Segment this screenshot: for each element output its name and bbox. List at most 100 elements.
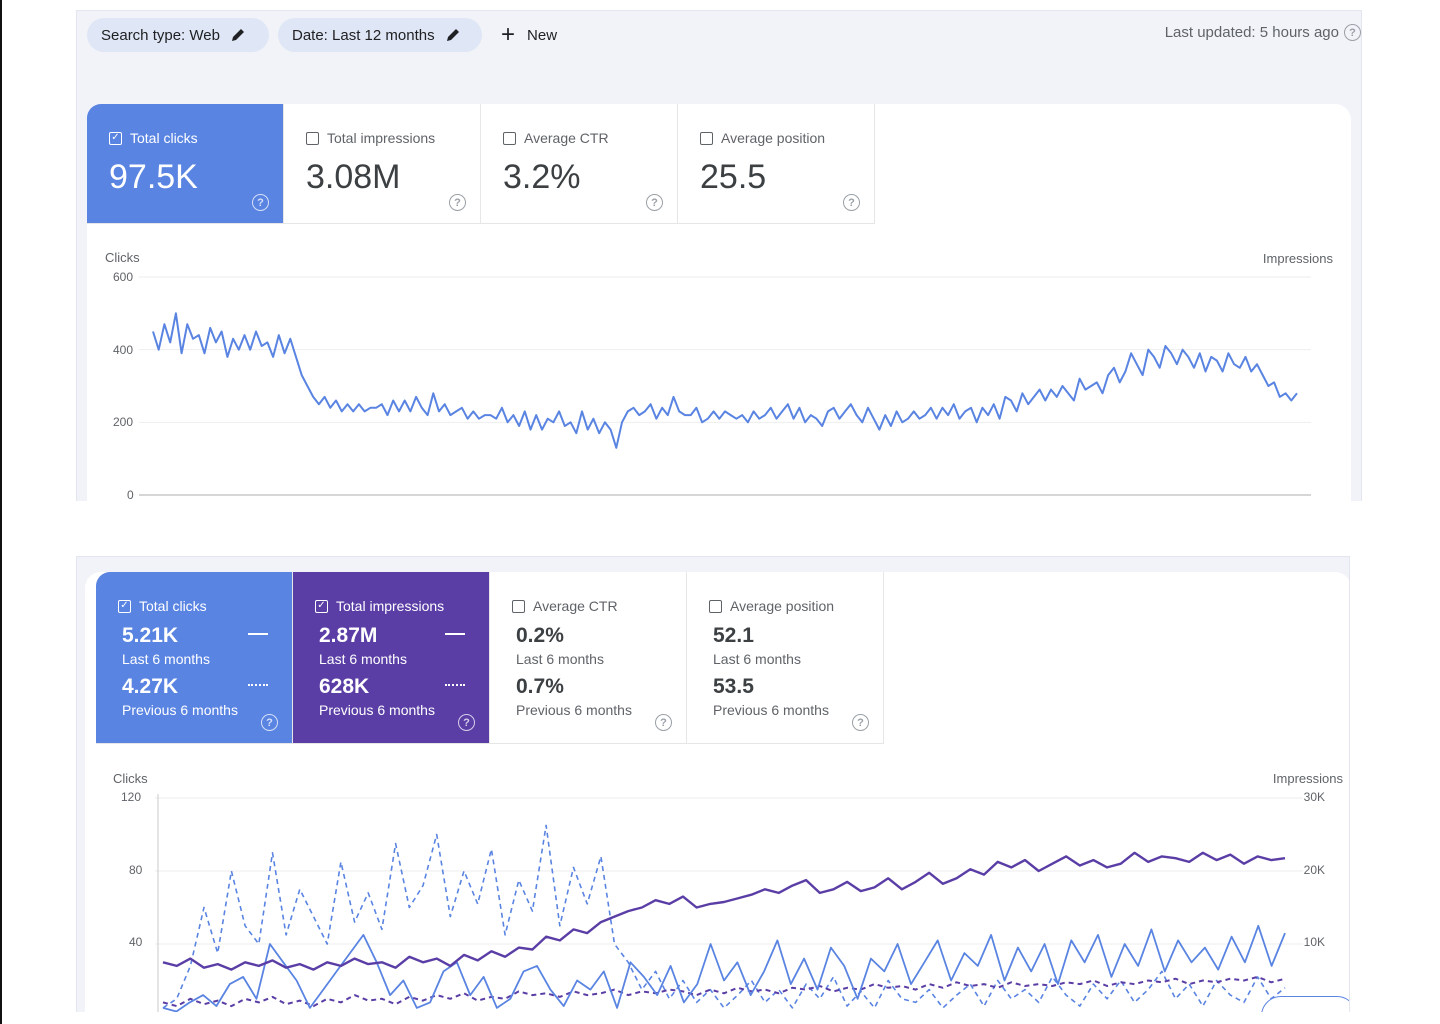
comparison-panel: ✓ Total clicks 5.21K Last 6 months 4.27K … xyxy=(76,556,1350,1012)
previous-value: 628K xyxy=(319,675,370,698)
y-tick-label-right: 10K xyxy=(1303,935,1325,949)
previous-value: 0.7% xyxy=(516,675,564,698)
checkbox-unchecked-icon[interactable] xyxy=(700,131,713,145)
metric-label: Average position xyxy=(700,130,825,146)
checkbox-unchecked-icon[interactable] xyxy=(512,599,525,613)
performance-panel: Search type: Web Date: Last 12 months + … xyxy=(76,10,1362,501)
compare-tile-average-ctr[interactable]: Average CTR 0.2% Last 6 months 0.7% Prev… xyxy=(490,572,687,744)
y-tick-label: 40 xyxy=(129,935,143,949)
current-period-label: Last 6 months xyxy=(516,651,604,667)
compare-tile-total-impressions[interactable]: ✓ Total impressions 2.87M Last 6 months 6… xyxy=(293,572,490,744)
metric-label-text: Total clicks xyxy=(139,598,207,614)
previous-period-label: Previous 6 months xyxy=(516,702,632,718)
checkbox-unchecked-icon[interactable] xyxy=(306,131,319,145)
date-filter-chip[interactable]: Date: Last 12 months xyxy=(278,18,482,52)
new-filter-button[interactable]: + New xyxy=(501,18,557,52)
current-value: 52.1 xyxy=(713,624,754,647)
y-tick-label-right: 20K xyxy=(1303,863,1325,877)
metric-label: ✓ Total clicks xyxy=(109,130,198,146)
clicks-previous-series-line xyxy=(162,824,1286,1009)
help-icon[interactable]: ? xyxy=(449,194,466,211)
current-period-label: Last 6 months xyxy=(122,651,210,667)
metric-value: 25.5 xyxy=(700,158,767,196)
clicks-line-chart xyxy=(139,276,1311,496)
help-icon[interactable]: ? xyxy=(646,194,663,211)
metric-tile-total-clicks[interactable]: ✓ Total clicks 97.5K ? xyxy=(87,104,284,224)
metric-value: 97.5K xyxy=(109,158,198,196)
help-icon[interactable]: ? xyxy=(261,714,278,731)
metric-label-text: Total clicks xyxy=(130,130,198,146)
scroll-to-top-button[interactable] xyxy=(1261,996,1349,1012)
checkbox-checked-icon[interactable]: ✓ xyxy=(315,599,328,613)
solid-line-legend-icon xyxy=(445,633,465,635)
current-value: 2.87M xyxy=(319,624,378,647)
previous-period-label: Previous 6 months xyxy=(319,702,435,718)
y-tick-label: 400 xyxy=(113,343,134,357)
metric-tile-average-ctr[interactable]: Average CTR 3.2% ? xyxy=(481,104,678,224)
dotted-line-legend-icon xyxy=(445,684,465,686)
y-axis-title-right: Impressions xyxy=(1262,251,1333,266)
help-icon[interactable]: ? xyxy=(458,714,475,731)
metric-label: ✓ Total clicks xyxy=(118,598,207,614)
metric-label: Total impressions xyxy=(306,130,435,146)
impressions-previous-series-line xyxy=(162,975,1286,1008)
date-label: Date: Last 12 months xyxy=(292,26,435,44)
comparison-card: ✓ Total clicks 5.21K Last 6 months 4.27K … xyxy=(85,572,1349,1012)
help-icon[interactable]: ? xyxy=(252,194,269,211)
y-tick-label: 80 xyxy=(129,863,143,877)
search-type-filter-chip[interactable]: Search type: Web xyxy=(87,18,269,52)
y-axis-title-right: Impressions xyxy=(1272,771,1343,786)
search-type-label: Search type: Web xyxy=(101,26,220,44)
metric-label-text: Total impressions xyxy=(327,130,436,146)
y-axis-title-left: Clicks xyxy=(105,250,140,265)
metric-value: 3.2% xyxy=(503,158,581,196)
y-tick-label: 120 xyxy=(121,790,142,804)
help-icon[interactable]: ? xyxy=(852,714,869,731)
last-updated-text: Last updated: 5 hours ago xyxy=(1164,24,1339,41)
overview-card: ✓ Total clicks 97.5K ? Total impressions … xyxy=(87,104,1351,501)
new-label: New xyxy=(527,26,558,44)
current-value: 5.21K xyxy=(122,624,179,647)
metric-tile-total-impressions[interactable]: Total impressions 3.08M ? xyxy=(284,104,481,224)
previous-period-label: Previous 6 months xyxy=(713,702,829,718)
current-period-label: Last 6 months xyxy=(713,651,801,667)
dotted-line-legend-icon xyxy=(248,684,268,686)
window-edge xyxy=(0,0,2,1024)
metric-label-text: Average position xyxy=(730,598,835,614)
metric-label-text: Average CTR xyxy=(533,598,618,614)
metric-label: ✓ Total impressions xyxy=(315,598,444,614)
help-icon[interactable]: ? xyxy=(655,714,672,731)
previous-value: 53.5 xyxy=(713,675,754,698)
metric-label: Average position xyxy=(709,598,834,614)
metric-label: Average CTR xyxy=(503,130,609,146)
metric-label: Average CTR xyxy=(512,598,618,614)
edit-icon xyxy=(446,29,459,41)
metric-label-text: Average CTR xyxy=(524,130,609,146)
edit-icon xyxy=(231,29,244,41)
compare-tile-total-clicks[interactable]: ✓ Total clicks 5.21K Last 6 months 4.27K … xyxy=(96,572,293,744)
metric-label-text: Total impressions xyxy=(336,598,445,614)
checkbox-unchecked-icon[interactable] xyxy=(709,599,722,613)
previous-value: 4.27K xyxy=(122,675,179,698)
checkbox-unchecked-icon[interactable] xyxy=(503,131,516,145)
metric-value: 3.08M xyxy=(306,158,401,196)
impressions-current-series-line xyxy=(162,851,1286,971)
clicks-impressions-comparison-chart xyxy=(155,794,1303,1012)
last-updated-status: Last updated: 5 hours ago ? xyxy=(1165,24,1361,41)
clicks-series-line xyxy=(152,312,1298,449)
current-value: 0.2% xyxy=(516,624,564,647)
checkbox-checked-icon[interactable]: ✓ xyxy=(118,599,131,613)
metric-tile-average-position[interactable]: Average position 25.5 ? xyxy=(678,104,875,224)
y-tick-label-right: 30K xyxy=(1303,790,1325,804)
y-tick-label: 0 xyxy=(127,488,134,501)
y-tick-label: 600 xyxy=(113,270,134,284)
compare-tile-average-position[interactable]: Average position 52.1 Last 6 months 53.5… xyxy=(687,572,884,744)
help-icon[interactable]: ? xyxy=(843,194,860,211)
y-tick-label: 200 xyxy=(113,415,134,429)
previous-period-label: Previous 6 months xyxy=(122,702,238,718)
checkbox-checked-icon[interactable]: ✓ xyxy=(109,131,122,145)
help-icon[interactable]: ? xyxy=(1344,24,1361,41)
solid-line-legend-icon xyxy=(248,633,268,635)
clicks-current-series-line xyxy=(162,924,1286,1012)
current-period-label: Last 6 months xyxy=(319,651,407,667)
